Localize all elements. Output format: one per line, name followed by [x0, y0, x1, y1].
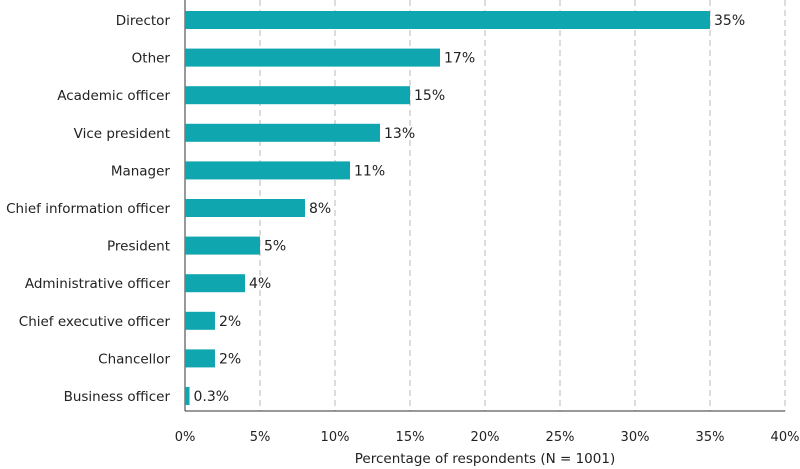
- bar: [185, 274, 245, 293]
- x-tick-label: 30%: [621, 430, 650, 445]
- bar: [185, 387, 190, 405]
- value-label: 2%: [219, 314, 241, 330]
- category-label: President: [107, 239, 170, 255]
- category-labels: Director Other Academic officer Vice presid…: [6, 13, 170, 405]
- value-label: 4%: [249, 276, 271, 292]
- category-label: Chief information officer: [6, 201, 170, 217]
- value-label: 35%: [714, 13, 745, 29]
- bar: [185, 161, 350, 180]
- value-label: 13%: [384, 126, 415, 142]
- bar-layer: [185, 11, 710, 405]
- category-label: Vice president: [74, 126, 170, 142]
- x-tick-label: 0%: [175, 430, 196, 445]
- bar: [185, 199, 305, 217]
- category-label: Administrative officer: [25, 276, 171, 292]
- value-label: 11%: [354, 163, 385, 179]
- category-label: Business officer: [64, 389, 171, 405]
- x-tick-label: 5%: [250, 430, 271, 445]
- bar: [185, 311, 215, 330]
- category-label: Chancellor: [98, 351, 170, 367]
- x-tick-label: 10%: [321, 430, 350, 445]
- category-label: Director: [116, 13, 171, 29]
- category-label: Chief executive officer: [19, 314, 171, 330]
- value-label: 8%: [309, 201, 331, 217]
- category-label: Manager: [111, 163, 171, 179]
- value-label: 2%: [219, 351, 241, 367]
- category-label: Other: [132, 51, 171, 67]
- x-tick-label: 15%: [396, 430, 425, 445]
- bar: [185, 123, 380, 142]
- value-label: 17%: [444, 51, 475, 67]
- x-tick-label: 40%: [771, 430, 800, 445]
- bar: [185, 48, 440, 67]
- bar: [185, 86, 410, 105]
- value-label: 15%: [414, 88, 445, 104]
- bar: [185, 236, 260, 255]
- x-tick-label: 20%: [471, 430, 500, 445]
- x-tick-label: 35%: [696, 430, 725, 445]
- grid-layer: [184, 0, 786, 411]
- bar: [185, 11, 710, 29]
- value-labels: 35% 17% 15% 13% 11% 8% 5% 4% 2% 2% 0.3%: [194, 13, 746, 405]
- value-label: 0.3%: [194, 389, 230, 405]
- category-label: Academic officer: [57, 88, 170, 104]
- x-axis-title: Percentage of respondents (N = 1001): [355, 451, 615, 467]
- x-axis-ticks: 0% 5% 10% 15% 20% 25% 30% 35% 40%: [175, 430, 800, 445]
- bar: [185, 349, 215, 368]
- x-tick-label: 25%: [546, 430, 575, 445]
- value-label: 5%: [264, 239, 286, 255]
